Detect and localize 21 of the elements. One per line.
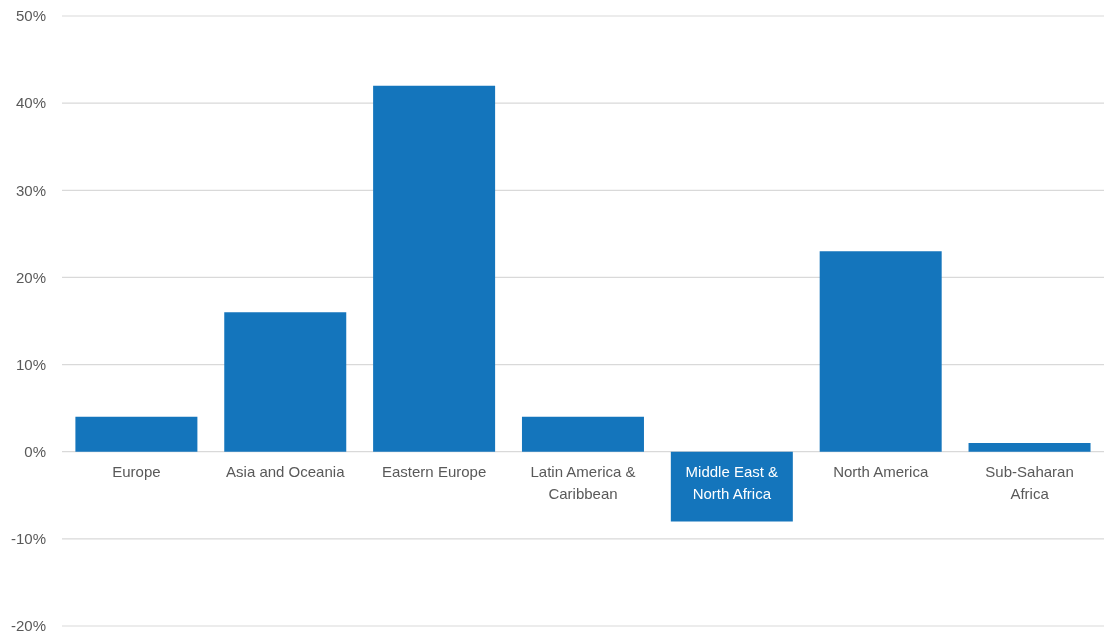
bar — [224, 312, 347, 452]
x-tick-label: Europe — [112, 463, 161, 481]
x-tick-label: Latin America & Caribbean — [530, 463, 636, 503]
y-tick-label: -20% — [10, 617, 46, 635]
bar — [521, 416, 644, 452]
bar — [75, 416, 198, 452]
x-tick-label: Asia and Oceania — [226, 463, 346, 481]
y-tick-label: 20% — [15, 268, 46, 286]
y-tick-label: 50% — [15, 7, 46, 25]
y-tick-label: 0% — [24, 443, 46, 461]
y-tick-label: 40% — [15, 94, 46, 112]
x-tick-label: North America — [833, 463, 929, 481]
x-tick-label: Eastern Europe — [382, 463, 487, 481]
x-tick-label: Sub-Saharan Africa — [985, 463, 1074, 503]
y-tick-label: -10% — [10, 530, 46, 548]
y-tick-label: 10% — [15, 355, 46, 373]
bar — [968, 443, 1091, 452]
bar — [819, 251, 942, 452]
bar — [373, 85, 496, 452]
y-tick-label: 30% — [15, 181, 46, 199]
x-tick-label: Middle East & North Africa — [685, 463, 779, 503]
